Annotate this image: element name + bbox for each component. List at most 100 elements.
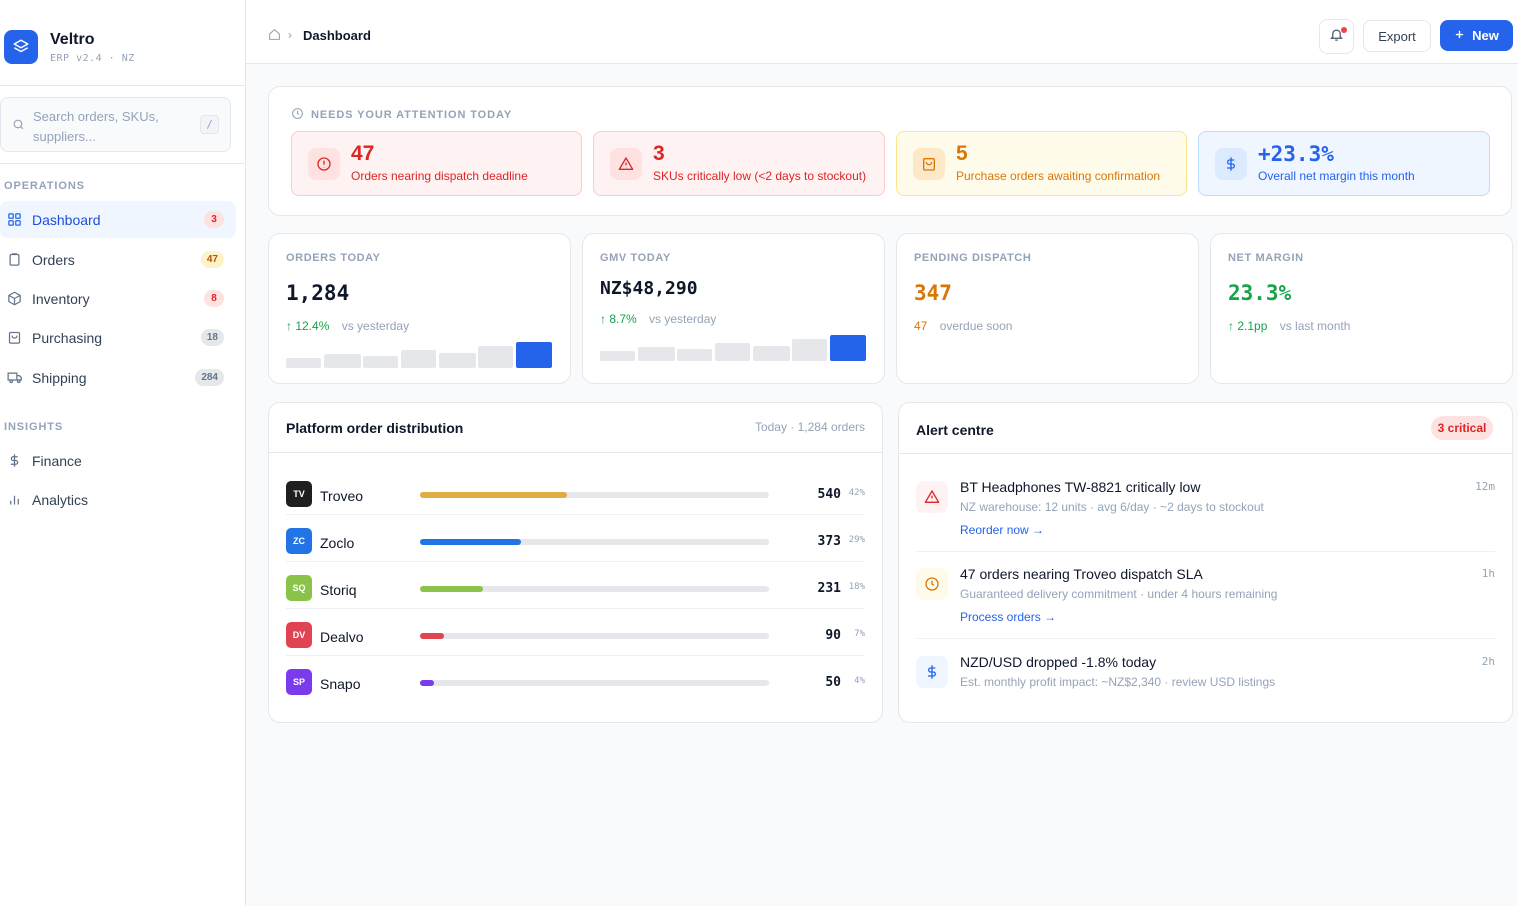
attention-item-purchase[interactable]: 5 Purchase orders awaiting confirmation (896, 131, 1187, 196)
clock-icon (916, 568, 948, 600)
sidebar-item-inventory[interactable]: Inventory 8 (0, 280, 236, 317)
attention-label: Overall net margin this month (1258, 169, 1415, 183)
attention-label: Purchase orders awaiting confirmation (956, 169, 1161, 183)
spark-bar (286, 358, 321, 368)
sidebar-item-label: Inventory (32, 291, 90, 307)
kpi-subline: 47 overdue soon (914, 319, 1012, 333)
platform-share-bar (420, 492, 769, 498)
alert-centre-panel: Alert centre 3 critical BT Headphones TW… (898, 402, 1513, 723)
critical-badge[interactable]: 3 critical (1431, 416, 1493, 440)
count-badge: 8 (204, 290, 224, 307)
platform-row-snapo[interactable]: SP Snapo 50 4% (286, 656, 865, 703)
platform-share-bar (420, 633, 769, 639)
alert-title: BT Headphones TW-8821 critically low (960, 479, 1201, 495)
search-shortcut: / (200, 115, 219, 134)
attention-heading-text: NEEDS YOUR ATTENTION TODAY (311, 109, 513, 121)
sidebar-item-orders[interactable]: Orders 47 (0, 241, 236, 278)
alert-item[interactable]: NZD/USD dropped -1.8% today Est. monthly… (916, 654, 1495, 694)
kpi-value: NZ$48,290 (600, 278, 698, 299)
search-placeholder: Search orders, SKUs, suppliers... (33, 109, 159, 144)
divider (286, 514, 865, 515)
sidebar-item-analytics[interactable]: Analytics (0, 481, 236, 518)
divider (0, 85, 245, 86)
sidebar-item-finance[interactable]: Finance (0, 442, 236, 479)
sidebar-item-dashboard[interactable]: Dashboard 3 (0, 201, 236, 238)
platform-row-dealvo[interactable]: DV Dealvo 90 7% (286, 609, 865, 656)
box-icon (7, 291, 22, 306)
alert-time: 2h (1481, 655, 1495, 668)
divider (286, 655, 865, 656)
kpi-value: 23.3% (1228, 281, 1292, 305)
attention-item-stock[interactable]: 3 SKUs critically low (<2 days to stocko… (593, 131, 885, 196)
home-icon[interactable] (268, 28, 281, 46)
platform-name: Snapo (320, 676, 361, 692)
sidebar-item-label: Orders (32, 252, 75, 268)
spark-bar (324, 354, 361, 368)
kpi-label: GMV TODAY (600, 252, 671, 264)
alert-description: NZ warehouse: 12 units · avg 6/day · ~2 … (960, 500, 1264, 514)
platform-row-troveo[interactable]: TV Troveo 540 42% (286, 468, 865, 515)
export-button[interactable]: Export (1363, 20, 1431, 52)
sidebar: Veltro ERP v2.4 · NZ Search orders, SKUs… (0, 0, 246, 906)
new-button-label: New (1472, 28, 1499, 43)
alert-time: 1h (1481, 567, 1495, 580)
dollar-icon (7, 453, 22, 468)
kpi-subline: ↑ 12.4% vs yesterday (286, 319, 409, 333)
kpi-compare: vs yesterday (649, 312, 717, 326)
count-badge: 284 (195, 369, 224, 386)
sidebar-item-purchasing[interactable]: Purchasing 18 (0, 319, 236, 356)
reorder-now-link[interactable]: Reorder now → (960, 523, 1045, 537)
attention-item-margin[interactable]: +23.3% Overall net margin this month (1198, 131, 1490, 196)
kpi-pending-dispatch: PENDING DISPATCH 347 47 overdue soon (896, 233, 1199, 384)
breadcrumb-current: Dashboard (303, 28, 371, 43)
topbar: › Dashboard Export New (246, 0, 1518, 64)
sidebar-item-shipping[interactable]: Shipping 284 (0, 359, 236, 396)
clock-alert-icon (308, 148, 340, 180)
dollar-icon (1215, 148, 1247, 180)
count-badge: 47 (200, 251, 224, 268)
alert-title: NZD/USD dropped -1.8% today (960, 654, 1157, 670)
kpi-net-margin: NET MARGIN 23.3% ↑ 2.1pp vs last month (1210, 233, 1513, 384)
bag-icon (7, 330, 22, 345)
kpi-compare: overdue soon (939, 319, 1013, 333)
kpi-label: NET MARGIN (1228, 252, 1304, 264)
platform-name: Zoclo (320, 535, 355, 551)
attention-value: 5 (956, 142, 968, 165)
attention-heading: NEEDS YOUR ATTENTION TODAY (291, 107, 512, 123)
divider (0, 163, 245, 164)
plus-icon (1454, 28, 1465, 43)
clock-icon (291, 107, 304, 123)
platform-logo: DV (286, 622, 312, 648)
sidebar-item-label: Analytics (32, 492, 89, 508)
alert-item[interactable]: 47 orders nearing Troveo dispatch SLA Gu… (916, 566, 1495, 626)
platform-row-storiq[interactable]: SQ Storiq 231 18% (286, 562, 865, 609)
platform-logo: SP (286, 669, 312, 695)
platform-share-bar (420, 586, 769, 592)
alert-description: Guaranteed delivery commitment · under 4… (960, 587, 1278, 601)
kpi-label: PENDING DISPATCH (914, 252, 1032, 264)
spark-bar (478, 346, 513, 368)
platform-share-fill (420, 492, 567, 498)
kpi-delta: ↑ 12.4% (286, 319, 330, 333)
divider (286, 608, 865, 609)
platform-share-bar (420, 680, 769, 686)
sidebar-item-label: Shipping (32, 370, 87, 386)
spark-bar (363, 356, 398, 368)
section-label-insights: INSIGHTS (4, 421, 64, 433)
notifications-button[interactable] (1319, 19, 1354, 54)
platform-row-zoclo[interactable]: ZC Zoclo 373 29% (286, 515, 865, 562)
attention-item-dispatch[interactable]: 47 Orders nearing dispatch deadline (291, 131, 582, 196)
alert-description: Est. monthly profit impact: ~NZ$2,340 · … (960, 675, 1276, 689)
new-button[interactable]: New (1440, 20, 1513, 51)
spark-bar (677, 349, 712, 361)
count-badge: 18 (200, 329, 224, 346)
sparkline (286, 342, 553, 368)
sidebar-item-label: Dashboard (32, 212, 101, 228)
platform-count: 90 (825, 628, 841, 643)
process-orders-link[interactable]: Process orders → (960, 610, 1057, 624)
search-input[interactable]: Search orders, SKUs, suppliers... / (0, 97, 231, 152)
platform-count: 231 (817, 581, 841, 596)
alert-item[interactable]: BT Headphones TW-8821 critically low NZ … (916, 479, 1495, 539)
alert-title: 47 orders nearing Troveo dispatch SLA (960, 566, 1203, 582)
attention-label: Orders nearing dispatch deadline (351, 169, 528, 183)
